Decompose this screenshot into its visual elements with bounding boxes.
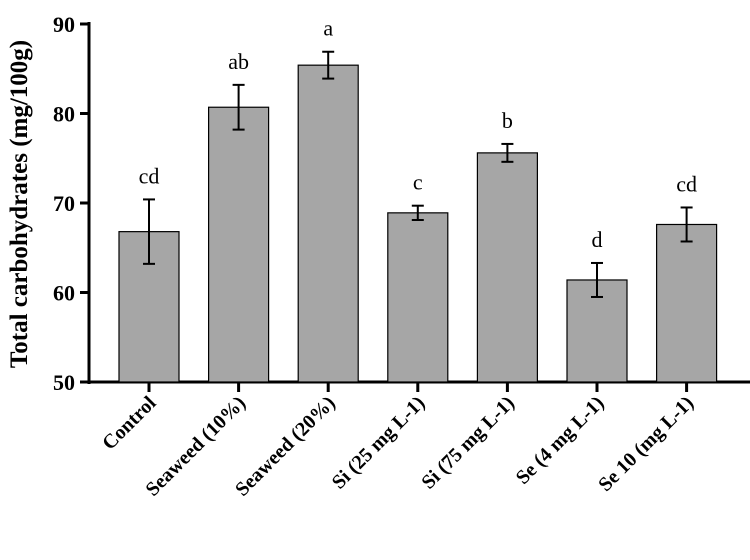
significance-label: c	[413, 170, 423, 195]
bar	[476, 152, 538, 383]
category-label: Si (75 mg L-1)	[417, 392, 519, 494]
significance-label: a	[323, 16, 333, 41]
significance-label: ab	[228, 49, 249, 74]
y-tick-label: 80	[53, 102, 75, 127]
category-label: Si (25 mg L-1)	[328, 392, 430, 494]
bar	[297, 64, 359, 383]
y-tick-label: 70	[53, 191, 75, 216]
bar	[655, 223, 718, 383]
y-tick-label: 60	[53, 281, 75, 306]
significance-label: cd	[139, 163, 160, 188]
y-axis-label: Total carbohydrates (mg/100g)	[6, 40, 33, 368]
category-label: Control	[98, 392, 161, 455]
bar	[566, 279, 628, 383]
significance-label: cd	[676, 171, 697, 196]
category-label: Se 10 (mg L-1)	[594, 392, 698, 496]
bar	[387, 212, 449, 383]
y-tick-label: 90	[53, 12, 75, 37]
significance-label: b	[502, 108, 513, 133]
category-label: Se (4 mg L-1)	[512, 392, 609, 489]
y-tick-label: 50	[53, 370, 75, 395]
significance-label: d	[592, 227, 603, 252]
bar	[208, 106, 270, 383]
